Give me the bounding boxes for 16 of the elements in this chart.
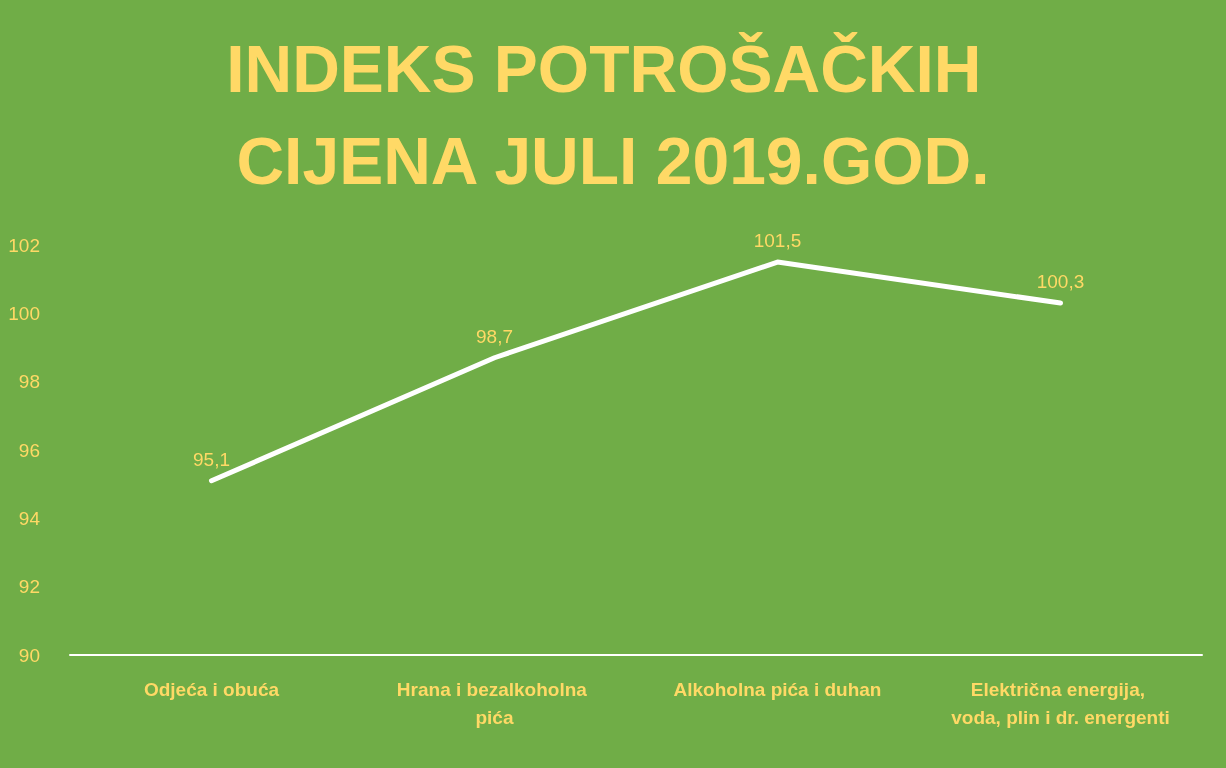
x-tick-label: Odjeća i obuća <box>143 678 280 700</box>
y-tick-label: 96 <box>18 439 40 461</box>
x-tick-label: Električna energija, voda, plin i dr. energenti <box>951 678 1170 728</box>
y-tick-label: 102 <box>8 234 40 256</box>
data-label: 101,5 <box>753 230 802 252</box>
y-tick-label: 90 <box>18 644 40 666</box>
y-tick-label: 94 <box>18 507 41 529</box>
chart-title: INDEKS POTROŠAČKIH CIJENA JULI 2019.GOD. <box>226 32 1000 198</box>
data-label: 95,1 <box>193 448 230 470</box>
x-tick-label: Alkoholna pića i duhan <box>673 678 882 700</box>
y-tick-label: 92 <box>18 576 40 598</box>
data-label: 98,7 <box>476 325 513 347</box>
y-tick-label: 98 <box>18 371 40 393</box>
data-label: 100,3 <box>1036 271 1085 293</box>
y-tick-label: 100 <box>8 302 40 324</box>
x-tick-label: Hrana i bezalkoholna pića <box>396 678 593 728</box>
